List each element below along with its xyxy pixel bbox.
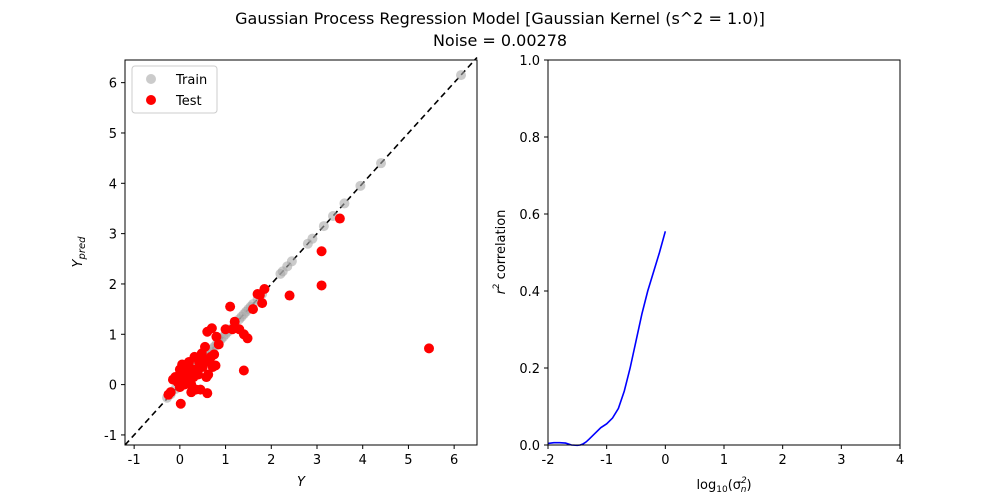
x-tick-label: 4: [359, 453, 367, 468]
r2-correlation-line: [547, 231, 667, 447]
test-point: [424, 343, 434, 354]
y-tick-label: 6: [109, 77, 117, 92]
series-train: [162, 70, 466, 403]
correlation-x-axis-label: log10(σ2 n): [696, 476, 751, 495]
train-point: [318, 221, 329, 232]
legend-marker-test: [146, 95, 156, 105]
y-tick-label: 0.0: [519, 439, 540, 454]
figure-title-line-2: Noise = 0.00278: [433, 31, 567, 50]
ylabel-sup: 2: [492, 283, 502, 289]
test-point: [316, 246, 327, 257]
test-point: [284, 290, 295, 301]
x-tick-label: 0: [661, 453, 669, 468]
test-point: [213, 339, 224, 350]
test-point: [334, 213, 345, 224]
test-point: [220, 324, 231, 335]
test-point: [242, 333, 253, 344]
test-point: [197, 361, 208, 372]
x-tick-label: 6: [450, 453, 458, 468]
xlabel-log-base: 10: [716, 485, 728, 495]
test-point: [200, 341, 210, 352]
legend-label-train: Train: [175, 73, 207, 88]
scatter-y-ticks: -1 0 1 2 3 4 5 6: [104, 77, 125, 444]
scatter-subplot: -1 0 1 2 3 4 5 6 -1 0 1 2 3 4 5 6 Y Ypred Train Test: [71, 56, 478, 490]
x-tick-label: -2: [542, 453, 555, 468]
test-point: [209, 349, 220, 360]
x-tick-label: 2: [267, 453, 275, 468]
test-point: [211, 331, 222, 342]
test-point: [248, 304, 258, 315]
y-tick-label: 5: [109, 127, 117, 142]
test-point: [229, 316, 240, 327]
scatter-marks: [124, 56, 478, 446]
test-point: [206, 323, 217, 334]
train-point: [339, 198, 350, 209]
y-tick-label: 2: [109, 278, 117, 293]
xlabel-close: ): [746, 478, 751, 493]
ylabel-r: r: [494, 287, 509, 294]
x-tick-label: 3: [313, 453, 321, 468]
test-point: [193, 369, 204, 380]
scatter-y-label-main: Y: [71, 258, 86, 267]
x-tick-label: 3: [837, 453, 845, 468]
test-point: [225, 301, 236, 312]
train-point: [376, 158, 386, 169]
x-tick-label: -1: [600, 453, 613, 468]
scatter-y-label-sub: pred: [77, 236, 88, 261]
scatter-y-axis-label: Ypred: [71, 236, 88, 268]
y-tick-label: 0.6: [519, 208, 540, 223]
test-point: [227, 324, 238, 335]
x-tick-label: 2: [779, 453, 787, 468]
train-point: [286, 256, 297, 267]
scatter-x-axis-label: Y: [297, 475, 306, 490]
x-tick-label: -1: [128, 453, 141, 468]
y-tick-label: 1.0: [519, 54, 540, 69]
y-tick-label: 4: [109, 177, 117, 192]
x-tick-label: 1: [720, 453, 728, 468]
identity-reference-line: [124, 56, 478, 446]
x-tick-label: 5: [404, 453, 412, 468]
y-tick-label: 0.2: [519, 362, 540, 377]
x-tick-label: 4: [896, 453, 904, 468]
test-point: [175, 398, 186, 409]
test-point: [203, 369, 214, 380]
correlation-subplot: -2 -1 0 1 2 3 4 0.00.20.40.60.81.0 log10(σ2 n) …: [492, 54, 904, 495]
figure-title-line-1: Gaussian Process Regression Model [Gauss…: [235, 9, 765, 28]
test-point: [202, 388, 213, 399]
xlabel-log: log: [696, 478, 716, 493]
test-point: [238, 365, 249, 376]
y-tick-label: 3: [109, 228, 117, 243]
correlation-marks: [547, 231, 667, 447]
y-tick-label: 1: [109, 328, 117, 343]
correlation-y-ticks: 0.0 0.2 0.4 0.6 0.8 1.0: [519, 54, 548, 454]
train-point: [456, 70, 466, 81]
xlabel-arg-sub: n: [741, 485, 747, 495]
test-point: [257, 298, 268, 309]
x-tick-label: 1: [221, 453, 229, 468]
y-tick-label: 0.8: [519, 131, 540, 146]
y-tick-label: 0.4: [519, 285, 540, 300]
test-point: [165, 387, 176, 398]
y-tick-label: -1: [104, 429, 117, 444]
scatter-axes-frame: [124, 59, 478, 446]
legend-label-test: Test: [175, 94, 202, 109]
y-tick-label: 0: [109, 379, 117, 394]
test-point: [210, 360, 221, 371]
scatter-x-ticks: -1 0 1 2 3 4 5 6: [128, 445, 458, 468]
train-point: [355, 180, 366, 191]
x-tick-label: 0: [176, 453, 184, 468]
correlation-y-axis-label: r2 correlation: [492, 210, 509, 295]
ylabel-text: correlation: [494, 210, 509, 280]
series-test: [163, 213, 434, 409]
train-point: [307, 233, 318, 244]
correlation-axes-frame: [547, 59, 901, 446]
scatter-legend: Train Test: [131, 65, 218, 114]
test-point: [259, 283, 270, 294]
xlabel-arg: (σ: [728, 478, 741, 493]
correlation-x-ticks: -2 -1 0 1 2 3 4: [542, 445, 904, 468]
xlabel-arg-sup: 2: [741, 476, 747, 486]
legend-marker-train: [146, 74, 156, 84]
test-point: [316, 280, 327, 291]
